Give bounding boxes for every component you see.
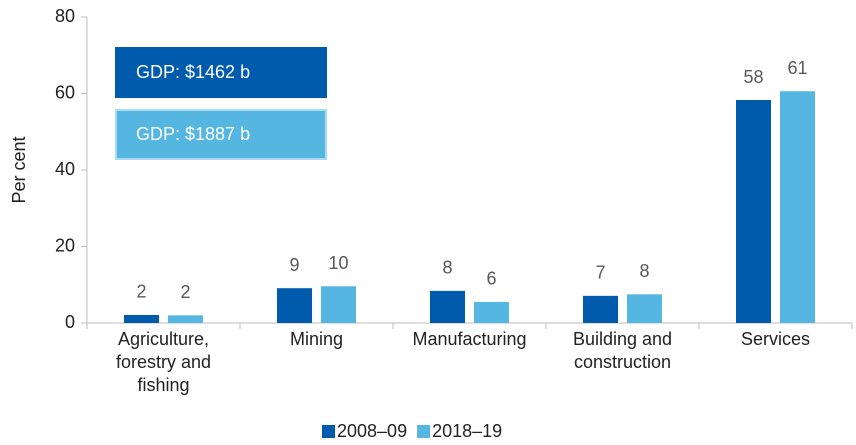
- legend-swatch: [322, 425, 335, 438]
- bar: [430, 290, 465, 323]
- bar: [124, 314, 159, 323]
- bar: [474, 301, 509, 323]
- x-tick-label: Mining: [289, 329, 344, 349]
- annotation-box: [115, 47, 327, 98]
- y-tick-label: 60: [55, 82, 75, 102]
- annotation-text: GDP: $1462 b: [136, 62, 250, 82]
- value-label: 58: [743, 67, 763, 87]
- bar: [583, 295, 618, 323]
- value-label: 8: [639, 261, 649, 281]
- legend-swatch: [417, 425, 431, 438]
- x-tick-label: Services: [740, 329, 811, 349]
- bar: [736, 100, 771, 323]
- x-tick-label: Agriculture, forestry and fishing: [115, 329, 212, 395]
- legend-label: 2008–09: [337, 421, 407, 441]
- value-label: 9: [289, 255, 299, 275]
- annotation-box: [115, 109, 327, 160]
- value-label: 2: [136, 282, 146, 302]
- value-label: 7: [595, 263, 605, 283]
- bar: [321, 286, 356, 323]
- value-label: 6: [486, 269, 496, 289]
- bar: [780, 91, 815, 323]
- x-tick-label: Building and construction: [572, 329, 673, 372]
- value-label: 2: [180, 282, 190, 302]
- y-tick-label: 20: [55, 235, 75, 255]
- bar: [627, 294, 662, 323]
- y-axis-label: Per cent: [9, 136, 29, 203]
- x-tick-label: Manufacturing: [412, 329, 527, 349]
- y-tick-label: 40: [55, 159, 75, 179]
- value-label: 8: [442, 258, 452, 278]
- y-tick-label: 80: [55, 6, 75, 26]
- value-label: 10: [328, 253, 348, 273]
- bar: [277, 288, 312, 323]
- y-tick-label: 0: [65, 312, 75, 332]
- bar: [168, 315, 203, 323]
- value-label: 61: [787, 58, 807, 78]
- annotation-text: GDP: $1887 b: [136, 124, 250, 144]
- legend-label: 2018–19: [432, 421, 502, 441]
